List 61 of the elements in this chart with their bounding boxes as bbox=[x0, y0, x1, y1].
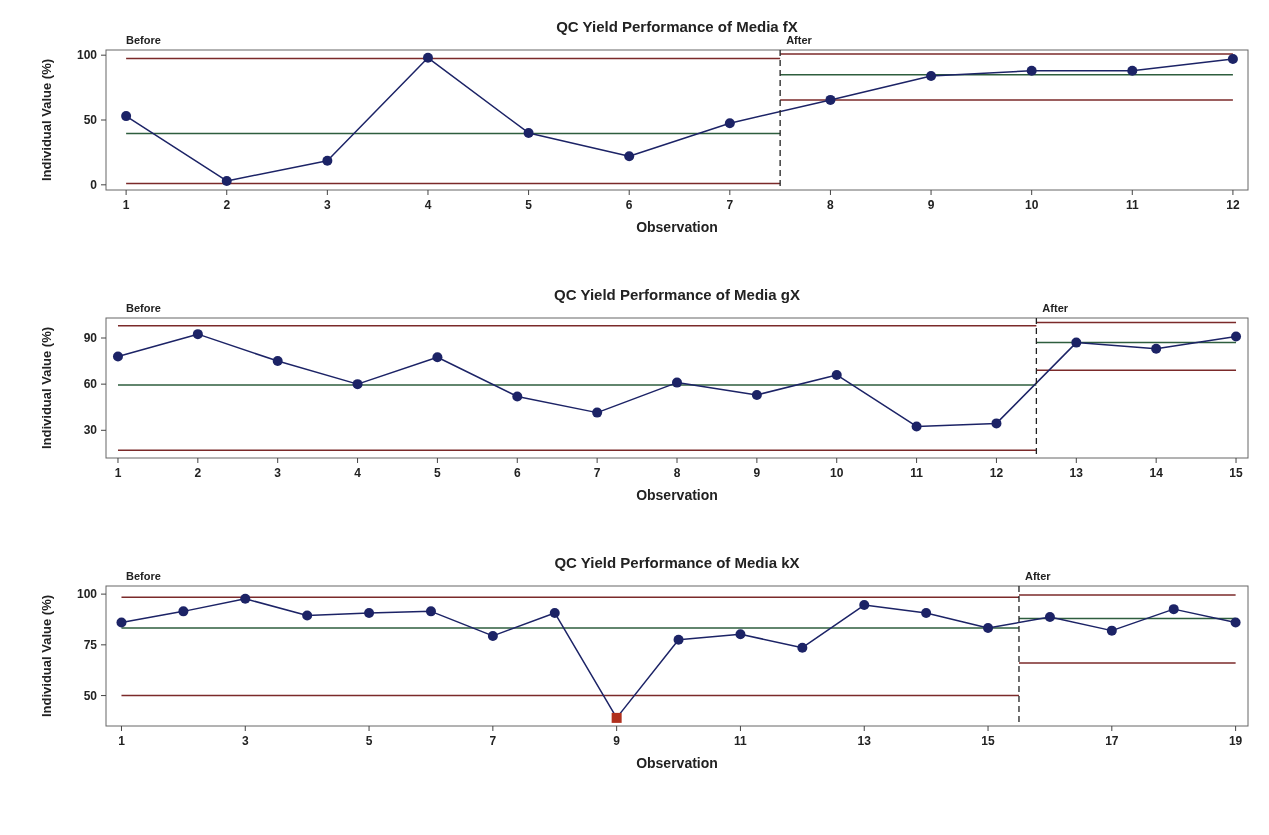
ref-line-label: After bbox=[1042, 302, 1069, 314]
x-axis-title: Observation bbox=[636, 487, 718, 503]
y-tick-label: 100 bbox=[76, 48, 98, 63]
text: Before bbox=[126, 570, 161, 582]
x-tick-label: 8 bbox=[827, 198, 835, 212]
y-tick-label: 50 bbox=[83, 688, 98, 703]
x-tick-label: 5 bbox=[525, 198, 533, 212]
text: Before bbox=[126, 34, 161, 46]
x-tick-label: 5 bbox=[434, 466, 442, 480]
x-tick-label: 4 bbox=[354, 466, 362, 480]
x-tick-label: 7 bbox=[726, 198, 734, 212]
x-tick-label: 14 bbox=[1149, 466, 1164, 480]
x-tick-label: 11 bbox=[1125, 198, 1139, 212]
y-tick-label: 60 bbox=[83, 377, 98, 392]
x-tick-label: 6 bbox=[513, 466, 521, 480]
x-tick-label: 1 bbox=[114, 466, 122, 480]
x-tick-label: 19 bbox=[1228, 734, 1243, 748]
ref-line-label: After bbox=[1024, 570, 1052, 582]
x-tick-label: 12 bbox=[1226, 198, 1240, 212]
x-tick-label: 12 bbox=[989, 466, 1004, 480]
x-axis-title: Observation bbox=[636, 219, 718, 235]
ref-line-label: After bbox=[786, 34, 813, 46]
y-tick-label: 50 bbox=[83, 113, 98, 127]
y-tick-label: 100 bbox=[76, 587, 98, 602]
x-tick-label: 15 bbox=[1229, 466, 1244, 480]
x-tick-label: 2 bbox=[223, 198, 231, 212]
x-tick-label: 10 bbox=[1024, 198, 1039, 212]
x-tick-label: 3 bbox=[241, 734, 249, 748]
chart-title: QC Yield Performance of Media gX bbox=[554, 286, 800, 303]
x-tick-label: 15 bbox=[981, 734, 996, 748]
y-axis-title: Individual Value (%) bbox=[39, 326, 54, 450]
x-tick-label: 3 bbox=[274, 466, 282, 480]
x-tick-label: 2 bbox=[194, 466, 202, 480]
x-tick-label: 9 bbox=[927, 198, 935, 212]
x-tick-label: 7 bbox=[593, 466, 601, 480]
y-tick-label: 90 bbox=[83, 331, 98, 345]
y-axis-title: Individual Value (%) bbox=[39, 58, 54, 182]
x-tick-label: 1 bbox=[122, 198, 130, 212]
x-tick-label: 1 bbox=[118, 734, 126, 748]
y-tick-label: 0 bbox=[90, 177, 98, 192]
x-tick-label: 17 bbox=[1105, 734, 1119, 748]
x-tick-label: 5 bbox=[365, 734, 373, 748]
text: Before bbox=[126, 302, 161, 314]
x-tick-label: 11 bbox=[734, 734, 748, 748]
x-tick-label: 9 bbox=[613, 734, 621, 748]
y-tick-label: 30 bbox=[83, 423, 98, 438]
x-tick-label: 11 bbox=[910, 466, 924, 480]
x-tick-label: 8 bbox=[673, 466, 681, 480]
x-tick-label: 6 bbox=[625, 198, 633, 212]
x-tick-label: 9 bbox=[753, 466, 761, 480]
x-tick-label: 10 bbox=[830, 466, 844, 480]
chart-title: QC Yield Performance of Media fX bbox=[556, 18, 798, 35]
chart-title: QC Yield Performance of Media kX bbox=[554, 554, 800, 571]
y-tick-label: 75 bbox=[83, 637, 98, 652]
x-tick-label: 13 bbox=[857, 734, 872, 748]
x-tick-label: 3 bbox=[324, 198, 332, 212]
x-tick-label: 7 bbox=[489, 734, 497, 748]
x-axis-title: Observation bbox=[636, 755, 718, 771]
x-tick-label: 13 bbox=[1069, 466, 1084, 480]
x-tick-label: 4 bbox=[424, 198, 432, 212]
y-axis-title: Individual Value (%) bbox=[39, 594, 54, 718]
